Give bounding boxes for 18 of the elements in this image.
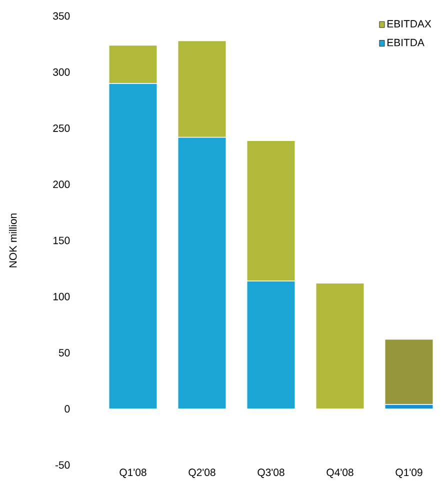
y-tick-label: 150	[53, 236, 70, 244]
y-tick-label: 300	[53, 68, 70, 76]
x-tick-label: Q1'09	[396, 468, 422, 478]
x-tick-label: Q2'08	[188, 468, 216, 478]
y-tick-label: 100	[53, 292, 70, 300]
y-axis-title: NOK million	[9, 214, 17, 268]
bar	[315, 282, 365, 410]
x-tick-label: Q3'08	[258, 468, 284, 478]
legend-label: EBITDAX	[388, 20, 432, 28]
x-tick-label: Q1'08	[120, 468, 146, 478]
y-tick-label: 200	[53, 180, 70, 188]
y-tick-label: 350	[53, 12, 70, 20]
y-tick-label: -50	[55, 461, 70, 469]
legend-label: EBITDA	[388, 38, 424, 46]
y-tick-label: 0	[64, 405, 70, 413]
y-tick-label: 50	[58, 349, 70, 356]
y-tick-label: 250	[53, 124, 70, 132]
x-tick-label: Q4'08	[326, 468, 354, 478]
